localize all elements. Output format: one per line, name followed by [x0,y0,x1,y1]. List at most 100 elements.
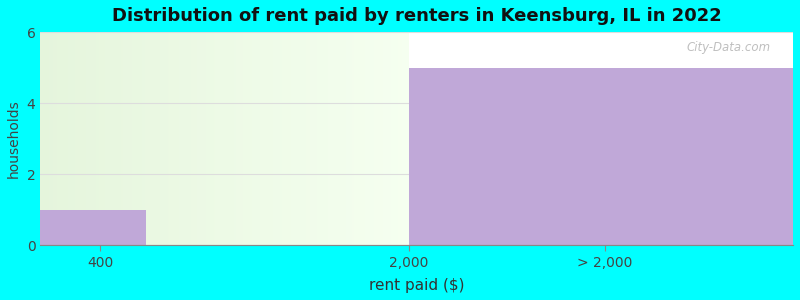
Bar [300,32,302,245]
Bar [287,32,290,245]
Bar [339,32,341,245]
Bar [149,32,151,245]
Bar [252,32,254,245]
Bar [157,32,158,245]
Bar [335,32,337,245]
Bar [243,32,245,245]
Bar [308,32,310,245]
Bar [380,32,382,245]
Bar [82,32,85,245]
Bar [372,32,374,245]
Bar [48,32,50,245]
Bar [361,32,363,245]
Bar [311,32,314,245]
Bar [249,32,250,245]
Bar [276,32,278,245]
Bar [99,32,101,245]
Bar [242,32,243,245]
Bar [262,32,263,245]
Bar [270,32,273,245]
Bar [267,32,269,245]
Bar [330,32,332,245]
Text: City-Data.com: City-Data.com [686,40,770,54]
Bar [105,32,106,245]
Bar [127,32,129,245]
Bar [154,32,157,245]
Bar [250,32,252,245]
Bar [153,32,154,245]
Bar [314,32,315,245]
Bar [239,32,242,245]
Bar [170,32,171,245]
Bar [42,32,44,245]
Bar [274,32,276,245]
Bar [44,32,46,245]
Bar [354,32,356,245]
Bar [143,32,146,245]
Bar [273,32,274,245]
Bar [269,32,270,245]
Bar [369,32,370,245]
Bar [230,32,232,245]
Bar [322,32,324,245]
Bar [385,32,387,245]
Bar [86,32,88,245]
Bar [284,32,286,245]
Bar [297,32,298,245]
Bar [114,32,116,245]
Bar [151,32,153,245]
Bar [98,32,99,245]
Bar [341,32,342,245]
Bar [64,32,66,245]
Bar [407,32,409,245]
Bar [184,32,186,245]
Bar [173,32,175,245]
Bar [378,32,380,245]
Bar [298,32,300,245]
Bar [356,32,358,245]
Bar [326,32,328,245]
Y-axis label: households: households [7,99,21,178]
Bar [94,32,95,245]
Bar [106,32,109,245]
Bar [214,32,215,245]
Bar [396,32,398,245]
Bar [202,32,204,245]
Bar [181,32,182,245]
Bar [376,32,378,245]
Bar [138,32,140,245]
Bar [62,32,64,245]
Bar [201,32,202,245]
Bar [290,32,291,245]
Bar [101,32,103,245]
Bar [358,32,359,245]
Bar [119,32,122,245]
Bar [197,32,199,245]
Bar [122,32,123,245]
Bar [75,32,77,245]
Bar [85,32,86,245]
Bar [293,32,294,245]
Bar [310,32,311,245]
Bar [223,32,225,245]
Bar [234,32,236,245]
Bar [53,32,55,245]
Bar [226,32,228,245]
Bar [238,32,239,245]
Bar [337,32,339,245]
Bar [398,32,400,245]
Bar [171,32,173,245]
Bar [46,32,48,245]
Bar [206,32,208,245]
Bar [334,32,335,245]
Bar [302,32,304,245]
Bar [366,32,369,245]
Bar [74,32,75,245]
Bar [317,32,318,245]
Bar [324,32,326,245]
Bar [110,32,112,245]
Bar [158,32,160,245]
Bar [348,32,350,245]
Bar [79,32,81,245]
Bar [403,32,406,245]
